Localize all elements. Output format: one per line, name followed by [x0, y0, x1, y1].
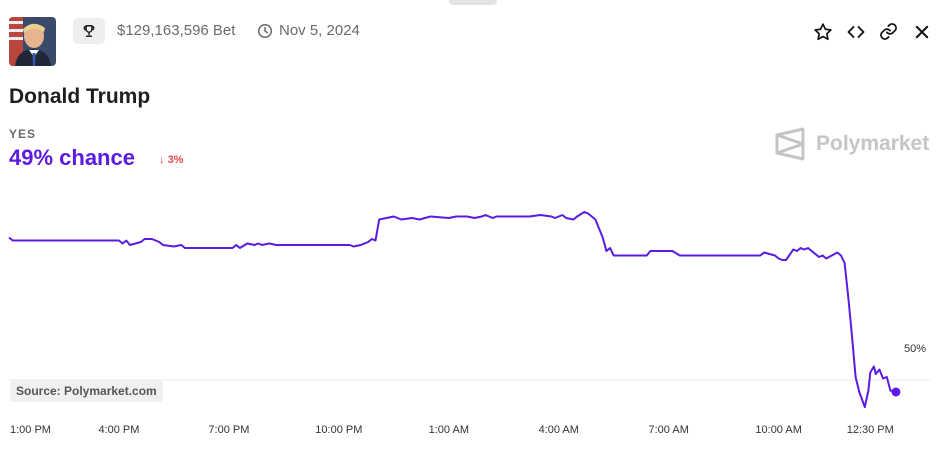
y-tick-label: 50% [903, 343, 926, 355]
source-label: Source: Polymarket.com [10, 380, 163, 402]
x-tick-label: 4:00 AM [538, 424, 579, 436]
bet-amount: $129,163,596 Bet [117, 22, 236, 39]
trophy-icon [73, 18, 105, 44]
end-date: Nov 5, 2024 [279, 22, 360, 39]
series-line-0 [8, 211, 897, 408]
link-icon[interactable] [878, 21, 899, 42]
code-icon[interactable] [845, 21, 866, 42]
x-tick-label: 4:00 PM [98, 424, 140, 436]
arrow-down-icon: ↓ [159, 154, 165, 166]
market-header: $129,163,596 Bet Nov 5, 2024 [9, 17, 932, 67]
market-title: Donald Trump [9, 85, 151, 108]
header-actions [812, 21, 932, 42]
x-tick-label: 7:00 AM [648, 424, 689, 436]
x-tick-label: 10:00 PM [315, 424, 363, 436]
change-indicator: ↓ 3% [159, 154, 183, 166]
brand-name: Polymarket [816, 132, 930, 155]
x-tick-label: 10:00 AM [755, 424, 802, 436]
last-point-marker [891, 387, 901, 397]
polymarket-logo: Polymarket [774, 127, 929, 161]
star-icon[interactable] [812, 21, 833, 42]
x-tick-label: 7:00 PM [208, 424, 250, 436]
drag-handle[interactable] [449, 0, 497, 5]
change-value: 3% [167, 154, 184, 166]
avatar [9, 17, 56, 66]
x-tick-label: 1:00 AM [428, 424, 469, 436]
close-icon[interactable] [911, 21, 932, 42]
polymarket-logo-icon [775, 127, 805, 161]
x-tick-label: 12:30 PM [846, 424, 894, 436]
chance-value: 49% chance [9, 145, 135, 170]
x-tick-label: 1:00 PM [10, 424, 51, 436]
outcome-label: YES [9, 127, 37, 141]
clock-icon [257, 23, 273, 39]
